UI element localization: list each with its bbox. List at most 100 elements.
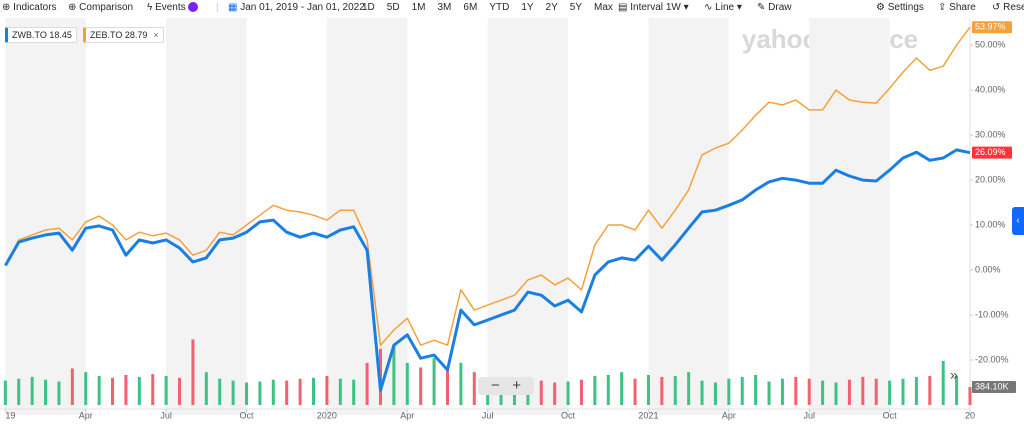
volume-bar [271, 379, 275, 405]
volume-bar [419, 367, 423, 405]
volume-bar [874, 378, 878, 405]
volume-bar [553, 382, 557, 405]
volume-bar [821, 380, 825, 405]
volume-bar [57, 381, 61, 405]
y-tick-label: 40.00% [975, 84, 1006, 94]
volume-bar [754, 375, 758, 405]
volume-bar [727, 378, 731, 405]
indicators-button[interactable]: ⊕ Indicators [2, 2, 57, 13]
volume-bar [472, 372, 476, 405]
volume-bar [767, 381, 771, 405]
background [5, 18, 890, 415]
range-button[interactable]: 6M [463, 2, 478, 13]
range-button[interactable]: Max [594, 2, 613, 13]
interval-button[interactable]: ▤ Interval 1W ▾ [618, 2, 689, 13]
x-tick-label: Oct [240, 410, 255, 420]
volume-bar [298, 378, 302, 405]
volume-bar [646, 375, 650, 405]
range-button[interactable]: 3M [437, 2, 452, 13]
label: Jan 01, 2019 - Jan 01, 2022 [240, 2, 365, 13]
volume-bar [593, 375, 597, 405]
volume-bar [713, 382, 717, 405]
range-button[interactable]: YTD [489, 2, 510, 13]
volume-bar [218, 378, 222, 405]
range-button[interactable]: 1D [362, 2, 375, 13]
volume-bar [955, 375, 959, 405]
volume-bar [928, 375, 932, 405]
volume-tag: 384.10K [975, 381, 1009, 391]
period-shade [648, 18, 729, 415]
label: Share [949, 2, 976, 13]
y-tick-label: -10.00% [975, 309, 1009, 319]
label: Events [155, 2, 186, 13]
volume-bar [285, 380, 289, 405]
range-button[interactable]: 5D [386, 2, 400, 13]
volume-bar [606, 375, 610, 405]
label: Interval [630, 2, 664, 13]
legend-item[interactable]: ZWB.TO 18.45 [5, 27, 77, 43]
draw-button[interactable]: ✎ Draw [757, 2, 792, 13]
range-button[interactable]: 1M [411, 2, 426, 13]
volume-bar [30, 376, 34, 405]
interval: 1W [665, 2, 681, 13]
volume-bar [258, 381, 262, 405]
legend-price: 28.79 [124, 30, 148, 40]
volume-bar [164, 375, 168, 405]
x-tick-label: 20 [965, 410, 975, 420]
legend-name: ZWB.TO [12, 30, 47, 40]
volume-bar [191, 339, 195, 405]
volume-bar [700, 380, 704, 405]
y-tick-label: 30.00% [975, 129, 1006, 139]
volume-bar [365, 362, 369, 405]
x-tick-label: Jul [482, 410, 494, 420]
x-tick-label: Apr [79, 410, 93, 420]
volume-bar [245, 382, 249, 405]
period-shade [5, 18, 86, 415]
volume-bar [231, 380, 235, 405]
y-tick-label: -20.00% [975, 354, 1009, 364]
share-button[interactable]: ⇪ Share [938, 2, 976, 13]
x-tick-label: 19 [5, 410, 15, 420]
reset-button[interactable]: ↺ Rese [992, 2, 1024, 13]
volume-bar [338, 378, 342, 405]
range-buttons: 1D 5D 1M 3M 6M YTD 1Y 2Y 5Y Max [362, 2, 625, 13]
period-shade [487, 18, 569, 415]
volume-bar [847, 379, 851, 405]
label: Line [715, 2, 735, 13]
volume-bar [312, 377, 316, 405]
x-tick-label: Jul [160, 410, 172, 420]
volume-bar [17, 378, 21, 405]
range-button[interactable]: 1Y [521, 2, 534, 13]
volume-tag-bg [972, 380, 1016, 393]
volume-bar [888, 380, 892, 405]
settings-button[interactable]: ⚙ Settings [876, 2, 924, 13]
range-button[interactable]: 5Y [569, 2, 583, 13]
y-tick-label: 50.00% [975, 39, 1006, 49]
end-tag: 26.09% [975, 147, 1006, 157]
volume-bar [432, 358, 436, 405]
events-button[interactable]: ϟ Events [147, 2, 199, 13]
volume-bar [673, 375, 677, 405]
x-tick-label: Apr [722, 410, 736, 420]
zoom-controls[interactable]: − + [478, 377, 534, 395]
legend-name: ZEB.TO [90, 30, 123, 40]
y-tick-label: 0.00% [975, 264, 1001, 274]
volume-bar [111, 377, 115, 405]
period-shade [809, 18, 890, 415]
label: Rese [1003, 2, 1024, 13]
x-tick-label: 2021 [638, 410, 658, 420]
legend-price: 18.45 [49, 30, 72, 40]
volume-bar [151, 374, 155, 405]
range-button[interactable]: 2Y [545, 2, 558, 13]
volume-bar [914, 376, 918, 405]
side-panel-toggle[interactable]: ‹ [1012, 207, 1024, 235]
legend-close[interactable]: × [153, 30, 159, 40]
volume-bar [901, 378, 905, 405]
legend-item[interactable]: ZEB.TO 28.79 × [83, 27, 164, 43]
chart-style-button[interactable]: ∿ Line ▾ [704, 2, 742, 13]
comparison-button[interactable]: ⊕ Comparison [68, 2, 134, 13]
label: Indicators [13, 2, 57, 13]
date-range[interactable]: ▦ Jan 01, 2019 - Jan 01, 2022 [228, 2, 365, 13]
